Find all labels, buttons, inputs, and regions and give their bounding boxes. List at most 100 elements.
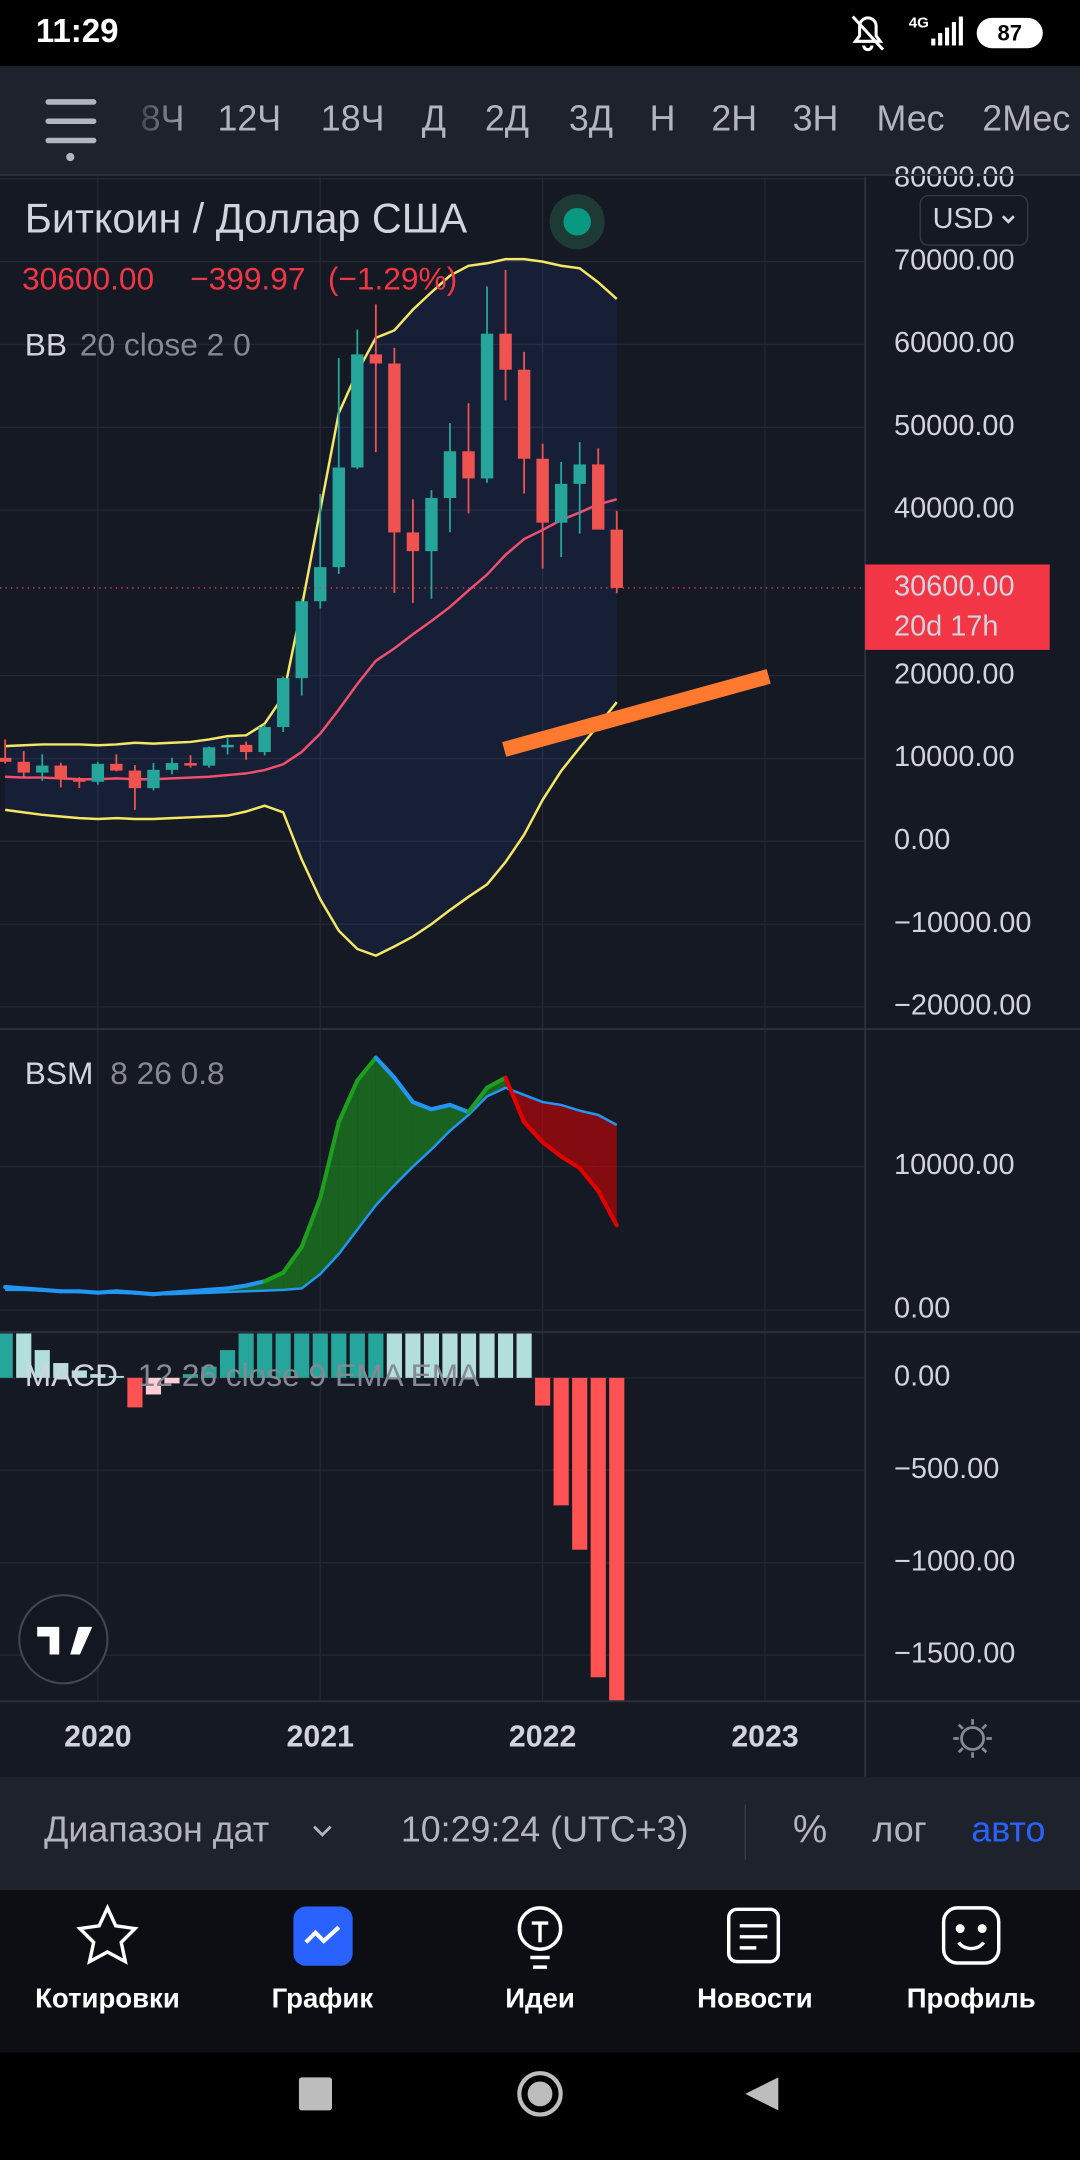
interval-button[interactable]: 2Н xyxy=(711,99,757,139)
macd-bar xyxy=(553,1377,569,1506)
candle-body xyxy=(0,757,12,762)
macd-bar xyxy=(460,1333,477,1378)
bsm-fast xyxy=(225,1283,249,1291)
candle-body xyxy=(314,567,327,602)
ideas-icon xyxy=(517,1906,563,1969)
battery xyxy=(976,17,1043,49)
bsm-fill xyxy=(542,1102,562,1157)
interval-button[interactable]: 18Ч xyxy=(321,99,385,139)
macd-bar xyxy=(516,1333,532,1378)
interval-button[interactable]: 12Ч xyxy=(217,99,281,139)
currency: USD xyxy=(933,203,994,235)
interval-button[interactable]: Мес xyxy=(877,99,945,139)
x-tick-label: 2021 xyxy=(287,1720,354,1753)
news-icon xyxy=(727,1907,781,1964)
bsm-fast xyxy=(392,1075,415,1105)
candle-body xyxy=(17,761,30,773)
price-tag-countdown: 20d 17h xyxy=(894,611,998,643)
recents-button[interactable] xyxy=(298,2077,332,2111)
bsm-fast xyxy=(540,1140,564,1159)
candle-body xyxy=(462,451,475,479)
profile-icon xyxy=(941,1906,1001,1965)
interval-button[interactable]: Н xyxy=(650,99,676,139)
macd-bar xyxy=(590,1377,606,1678)
indicator-name: BB xyxy=(25,327,67,363)
interval-button[interactable]: 2Д xyxy=(485,99,529,139)
y-tick-label: 10000.00 xyxy=(894,741,1015,773)
indicator-params: 8 26 0.8 xyxy=(110,1055,224,1091)
price-change-pct: (−1.29%) xyxy=(328,260,457,296)
candle-body xyxy=(165,763,179,770)
quotes-icon xyxy=(76,1903,139,1965)
candle-body xyxy=(480,333,494,479)
trend-drawing[interactable] xyxy=(502,669,771,757)
candle-body xyxy=(276,678,290,728)
y-tick-label: 0.00 xyxy=(894,824,950,856)
timezone-clock[interactable]: 10:29:24 (UTC+3) xyxy=(401,1810,689,1850)
macd-bar xyxy=(349,1333,365,1378)
battery-level: 87 xyxy=(997,20,1022,45)
bsm-fast xyxy=(447,1102,471,1115)
bsm-fast xyxy=(596,1188,619,1228)
bsm-fill xyxy=(431,1104,450,1150)
y-tick-label: 50000.00 xyxy=(894,410,1015,442)
y-tick-label: −10000.00 xyxy=(894,907,1031,939)
interval-button[interactable]: 3Н xyxy=(793,99,839,139)
last-price: 30600.00 xyxy=(22,260,154,296)
candle-body xyxy=(184,763,197,766)
bsm-fast xyxy=(299,1196,323,1249)
price-tag-bg xyxy=(865,564,1050,650)
nav-tab[interactable]: Котировки xyxy=(35,1982,180,2013)
bsm-fast xyxy=(466,1085,490,1115)
y-tick-label: 20000.00 xyxy=(894,658,1015,690)
chart-icon-line xyxy=(304,1925,341,1944)
macd-bar xyxy=(34,1350,50,1378)
menu-button[interactable] xyxy=(45,99,97,162)
interval-button[interactable]: Д xyxy=(422,99,446,139)
home-button[interactable] xyxy=(517,2071,563,2117)
candle-body xyxy=(443,451,457,498)
bsm-fill xyxy=(524,1094,543,1143)
interval-button[interactable]: 3Д xyxy=(569,99,613,139)
macd-bar xyxy=(479,1333,495,1378)
auto-toggle[interactable]: авто xyxy=(971,1810,1045,1850)
macd-bar xyxy=(53,1363,69,1378)
settings-icon[interactable] xyxy=(953,1719,992,1758)
status-bar xyxy=(0,0,1080,67)
chart-icon xyxy=(293,1906,353,1966)
log-toggle[interactable]: лог xyxy=(872,1810,926,1850)
macd-bar xyxy=(294,1333,310,1378)
macd-bar xyxy=(145,1377,162,1395)
bsm-fast xyxy=(373,1055,397,1080)
signal-icon xyxy=(931,16,963,46)
bsm-fast xyxy=(318,1120,341,1201)
price-change: −399.97 xyxy=(190,260,305,296)
percent-toggle[interactable]: % xyxy=(793,1808,827,1851)
nav-tab[interactable]: Идеи xyxy=(505,1982,575,2013)
tv-logo[interactable] xyxy=(18,1594,109,1685)
macd-bar xyxy=(423,1333,440,1378)
x-tick-label: 2022 xyxy=(509,1720,576,1753)
interval-button[interactable]: 2Мес xyxy=(982,99,1070,139)
macd-bar xyxy=(535,1377,551,1406)
currency-button[interactable] xyxy=(919,194,1029,246)
mute-icon xyxy=(851,15,885,52)
nav-tab[interactable]: Профиль xyxy=(907,1982,1036,2013)
bsm-fast xyxy=(281,1244,304,1275)
indicator-params: 20 close 2 0 xyxy=(80,327,251,363)
macd-bar xyxy=(238,1333,254,1378)
macd-bar xyxy=(90,1374,106,1378)
back-button[interactable] xyxy=(745,2077,779,2111)
bottom-nav xyxy=(0,1890,1080,2053)
macd-panel xyxy=(0,1333,625,1702)
nav-tab[interactable]: График xyxy=(272,1982,374,2013)
symbol-title: Биткоин / Доллар США xyxy=(25,196,468,242)
indicator-params: 12 26 close 9 EMA EMA xyxy=(138,1357,480,1393)
network-type: 4G xyxy=(909,14,929,31)
price-panel xyxy=(0,257,866,957)
macd-bar xyxy=(0,1333,13,1378)
macd-bar xyxy=(497,1333,514,1378)
nav-tab[interactable]: Новости xyxy=(697,1982,813,2013)
macd-bar xyxy=(312,1333,328,1378)
date-range-button[interactable]: Диапазон дат xyxy=(44,1810,269,1850)
